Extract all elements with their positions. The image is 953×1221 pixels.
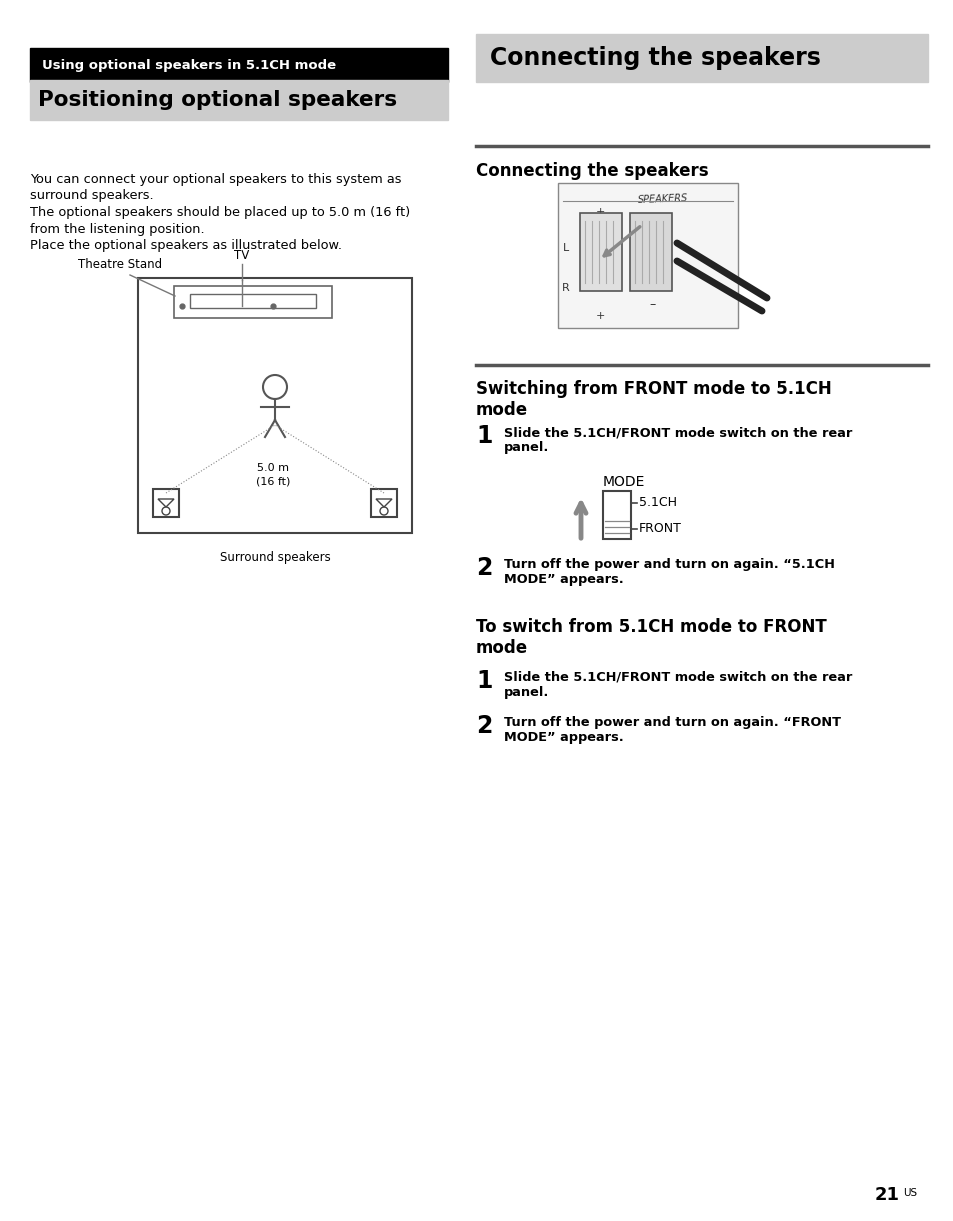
Text: The optional speakers should be placed up to 5.0 m (16 ft): The optional speakers should be placed u…: [30, 206, 410, 219]
Text: 1: 1: [476, 424, 492, 448]
Text: SPEAKERS: SPEAKERS: [637, 193, 688, 205]
Bar: [173, 286, 332, 317]
Text: US: US: [902, 1188, 916, 1198]
Text: Turn off the power and turn on again. “FRONT
MODE” appears.: Turn off the power and turn on again. “F…: [503, 716, 841, 744]
Bar: [138, 278, 412, 534]
Bar: [602, 491, 630, 538]
Text: MODE: MODE: [602, 475, 644, 488]
Text: 5.0 m: 5.0 m: [256, 463, 289, 473]
Text: Positioning optional speakers: Positioning optional speakers: [38, 90, 396, 110]
Text: 1: 1: [476, 669, 492, 694]
Text: 2: 2: [476, 714, 492, 737]
Bar: [190, 294, 315, 308]
Bar: [579, 212, 621, 291]
Text: Surround speakers: Surround speakers: [219, 551, 330, 564]
Text: 2: 2: [476, 556, 492, 580]
Text: TV: TV: [234, 249, 250, 263]
Text: 21: 21: [874, 1186, 899, 1204]
Bar: [152, 488, 179, 516]
Text: 5.1CH: 5.1CH: [639, 497, 677, 509]
Text: Switching from FRONT mode to 5.1CH
mode: Switching from FRONT mode to 5.1CH mode: [476, 380, 831, 419]
Text: Slide the 5.1CH/FRONT mode switch on the rear
panel.: Slide the 5.1CH/FRONT mode switch on the…: [503, 426, 851, 454]
Text: +: +: [595, 208, 604, 217]
Text: surround speakers.: surround speakers.: [30, 189, 153, 203]
Text: FRONT: FRONT: [639, 523, 681, 536]
Text: –: –: [649, 208, 656, 220]
Text: (16 ft): (16 ft): [255, 476, 290, 486]
Bar: [30, 48, 448, 82]
Text: Place the optional speakers as illustrated below.: Place the optional speakers as illustrat…: [30, 239, 341, 252]
Text: Using optional speakers in 5.1CH mode: Using optional speakers in 5.1CH mode: [42, 59, 335, 72]
Bar: [30, 81, 448, 120]
Bar: [629, 212, 671, 291]
Text: You can connect your optional speakers to this system as: You can connect your optional speakers t…: [30, 173, 401, 186]
Bar: [558, 183, 738, 328]
Bar: [476, 34, 927, 82]
Text: Connecting the speakers: Connecting the speakers: [490, 46, 820, 70]
Text: +: +: [595, 311, 604, 321]
Text: Turn off the power and turn on again. “5.1CH
MODE” appears.: Turn off the power and turn on again. “5…: [503, 558, 834, 586]
Text: L: L: [562, 243, 569, 253]
Text: To switch from 5.1CH mode to FRONT
mode: To switch from 5.1CH mode to FRONT mode: [476, 618, 826, 657]
Text: Slide the 5.1CH/FRONT mode switch on the rear
panel.: Slide the 5.1CH/FRONT mode switch on the…: [503, 672, 851, 698]
Text: Connecting the speakers: Connecting the speakers: [476, 162, 708, 179]
Bar: [371, 488, 396, 516]
Text: –: –: [649, 298, 656, 311]
Text: Theatre Stand: Theatre Stand: [78, 258, 162, 271]
Text: from the listening position.: from the listening position.: [30, 222, 204, 236]
Text: R: R: [561, 283, 569, 293]
